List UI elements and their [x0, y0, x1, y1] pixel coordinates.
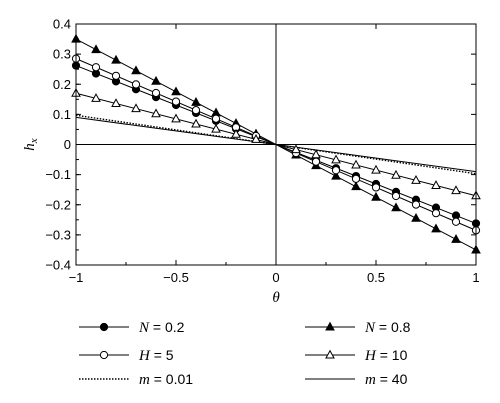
data-point — [151, 88, 161, 98]
y-tick-label: −0.2 — [45, 197, 71, 212]
data-point — [231, 128, 241, 138]
data-point — [451, 185, 461, 195]
data-point — [451, 234, 461, 243]
data-point — [351, 159, 361, 169]
data-point — [411, 212, 421, 222]
data-point — [131, 65, 141, 75]
data-point — [171, 97, 181, 106]
y-tick-label: −0.4 — [45, 258, 71, 273]
legend-value: = 5 — [150, 347, 174, 363]
data-point — [311, 157, 321, 166]
data-point — [411, 200, 421, 209]
y-tick-label: 0.4 — [53, 17, 71, 32]
data-point — [191, 96, 201, 106]
x-tick-label: −1 — [69, 270, 84, 285]
data-point — [411, 175, 421, 184]
data-point — [311, 149, 321, 159]
data-point — [391, 191, 401, 201]
y-axis-label-subscript: x — [28, 138, 40, 144]
legend-item-H-10: H = 10 — [305, 347, 408, 364]
legend-label: H = 5 — [138, 347, 174, 364]
y-tick-label: −0.3 — [45, 227, 71, 242]
data-point — [291, 144, 301, 154]
data-point — [151, 75, 161, 85]
data-point — [371, 164, 381, 174]
data-point — [91, 93, 101, 102]
data-point — [151, 108, 161, 118]
data-point — [111, 98, 121, 108]
legend-item-H-5: H = 5 — [79, 347, 174, 364]
data-point — [191, 118, 201, 128]
data-point — [171, 86, 181, 96]
data-point — [325, 349, 335, 359]
data-point — [391, 169, 401, 179]
legend-item-N-0.8: N = 0.8 — [305, 319, 411, 336]
legend-value: = 0.01 — [150, 371, 193, 387]
data-point — [351, 181, 361, 191]
x-tick-label: −0.5 — [163, 270, 189, 285]
data-point — [131, 80, 141, 89]
data-point — [211, 123, 221, 133]
data-point — [251, 134, 261, 143]
data-point — [351, 174, 361, 183]
y-tick-label: −0.1 — [45, 167, 71, 182]
legend-item-m-0.01: m = 0.01 — [79, 371, 193, 388]
data-point — [191, 106, 201, 115]
y-tick-label: 0.1 — [53, 107, 71, 122]
data-point — [331, 154, 341, 164]
legend-variable: m — [139, 372, 150, 388]
x-tick-label: 1 — [472, 270, 479, 285]
legend-label: N = 0.2 — [138, 319, 185, 336]
x-tick-label: 0 — [272, 270, 279, 285]
legend-item-m-40: m = 40 — [305, 371, 408, 388]
data-point — [431, 209, 441, 218]
data-point — [371, 183, 381, 192]
y-tick-label: 0.3 — [53, 47, 71, 62]
legend-value: = 40 — [376, 371, 408, 387]
legend-value: = 0.2 — [149, 319, 185, 335]
legend-variable: m — [365, 372, 376, 388]
legend: N = 0.2H = 5m = 0.01N = 0.8H = 10m = 40 — [79, 319, 411, 388]
data-point — [431, 180, 441, 189]
y-tick-label: 0.2 — [53, 77, 71, 92]
legend-item-N-0.2: N = 0.2 — [79, 319, 185, 336]
data-point — [391, 202, 401, 212]
data-point — [131, 103, 141, 113]
x-tick-label: 0.5 — [367, 270, 385, 285]
legend-label: m = 0.01 — [139, 371, 193, 388]
legend-variable: N — [364, 320, 376, 336]
x-axis-label: θ — [272, 290, 280, 306]
data-point — [99, 350, 109, 360]
legend-variable: N — [138, 320, 150, 336]
data-point — [111, 54, 121, 64]
legend-variable: H — [138, 348, 151, 364]
data-point — [451, 217, 461, 226]
data-point — [331, 166, 341, 175]
data-point — [431, 223, 441, 233]
y-axis-label: hx — [22, 138, 40, 151]
data-point — [331, 170, 341, 180]
data-point — [91, 44, 101, 54]
data-point — [99, 322, 109, 332]
legend-variable: H — [364, 348, 377, 364]
legend-value: = 0.8 — [375, 319, 411, 335]
data-point — [325, 321, 335, 331]
y-tick-label: 0 — [64, 137, 71, 152]
legend-label: H = 10 — [364, 347, 408, 364]
axes: −1 −0.5 0 0.5 1 0.4 0.3 0.2 0.1 0 −0.1 −0.2 −0.3 −0.4… — [22, 17, 480, 307]
data-point — [371, 191, 381, 201]
data-point — [211, 114, 221, 123]
data-point — [111, 71, 121, 80]
legend-value: = 10 — [376, 347, 408, 363]
legend-label: N = 0.8 — [364, 319, 411, 336]
legend-label: m = 40 — [365, 371, 408, 388]
data-point — [171, 113, 181, 123]
data-point — [91, 63, 101, 72]
